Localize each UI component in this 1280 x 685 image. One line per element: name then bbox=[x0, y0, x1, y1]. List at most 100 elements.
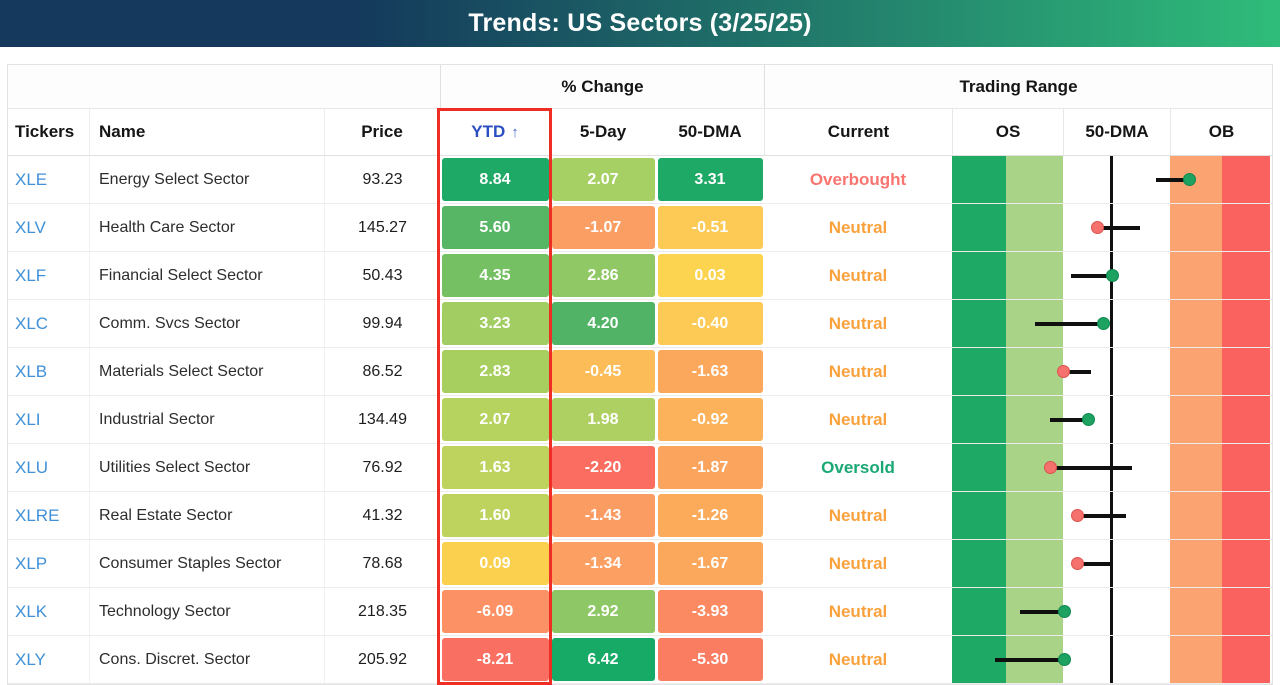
ytd-value: 1.63 bbox=[441, 446, 549, 489]
column-header-5day[interactable]: 5-Day bbox=[579, 122, 627, 141]
range-tail-line bbox=[995, 657, 1065, 662]
current-status: Neutral bbox=[828, 505, 888, 525]
range-tail-line bbox=[1071, 273, 1113, 278]
price-value: 218.35 bbox=[358, 602, 407, 620]
5day-value: 2.07 bbox=[551, 158, 655, 201]
ytd-value-cell: 1.63 bbox=[440, 444, 550, 491]
table-row: XLE Energy Select Sector 93.23 8.84 2.07 3.31… bbox=[8, 156, 1272, 204]
50dma-value-cell: 3.31 bbox=[656, 156, 764, 203]
trading-range-cell bbox=[952, 156, 1270, 203]
column-header-50dma[interactable]: 50-DMA bbox=[678, 122, 742, 141]
sectors-table: % Change Trading Range Tickers Name Pric… bbox=[7, 64, 1273, 685]
50dma-value-cell: -3.93 bbox=[656, 588, 764, 635]
ytd-value: -6.09 bbox=[441, 590, 549, 633]
sector-name: Industrial Sector bbox=[90, 396, 325, 443]
50dma-value: 3.31 bbox=[657, 158, 763, 201]
50dma-value: 0.03 bbox=[657, 254, 763, 297]
50dma-value-cell: -1.63 bbox=[656, 348, 764, 395]
column-header-os[interactable]: OS bbox=[952, 109, 1063, 155]
50dma-value-cell: -1.87 bbox=[656, 444, 764, 491]
sector-name: Health Care Sector bbox=[90, 204, 325, 251]
range-tail-line bbox=[1156, 177, 1190, 182]
range-50dma-midline bbox=[1110, 300, 1113, 347]
price-value: 50.43 bbox=[362, 266, 403, 284]
price-value: 86.52 bbox=[362, 362, 403, 380]
5day-value-cell: 2.07 bbox=[550, 156, 656, 203]
sector-name: Consumer Staples Sector bbox=[90, 540, 325, 587]
table-row: XLY Cons. Discret. Sector 205.92 -8.21 6.42-… bbox=[8, 636, 1272, 684]
column-header-price[interactable]: Price bbox=[325, 109, 440, 155]
ticker-link[interactable]: XLV bbox=[8, 204, 90, 251]
trading-range-cell bbox=[952, 252, 1270, 299]
price-value: 78.68 bbox=[362, 554, 403, 572]
ticker-link[interactable]: XLK bbox=[8, 588, 90, 635]
range-dot-green bbox=[1058, 605, 1072, 618]
5day-value-cell: -1.43 bbox=[550, 492, 656, 539]
column-header-row: Tickers Name Price YTD ↑ 5-Day 50-DMA Cu… bbox=[8, 109, 1272, 156]
group-header-trading-range: Trading Range bbox=[764, 65, 1272, 108]
sector-name: Comm. Svcs Sector bbox=[90, 300, 325, 347]
trading-range-cell bbox=[952, 300, 1270, 347]
range-dot-red bbox=[1071, 509, 1085, 522]
sector-name: Utilities Select Sector bbox=[90, 444, 325, 491]
5day-value: 2.86 bbox=[551, 254, 655, 297]
ytd-value: 3.23 bbox=[441, 302, 549, 345]
sector-name: Technology Sector bbox=[90, 588, 325, 635]
column-header-range-50dma[interactable]: 50-DMA bbox=[1063, 109, 1170, 155]
ticker-link[interactable]: XLC bbox=[8, 300, 90, 347]
50dma-value: -1.67 bbox=[657, 542, 763, 585]
column-header-ob[interactable]: OB bbox=[1170, 109, 1272, 155]
50dma-value-cell: -0.40 bbox=[656, 300, 764, 347]
page-title: Trends: US Sectors (3/25/25) bbox=[468, 9, 812, 37]
ytd-value: 8.84 bbox=[441, 158, 549, 201]
ticker-link[interactable]: XLY bbox=[8, 636, 90, 683]
price-value: 145.27 bbox=[358, 218, 407, 236]
ticker-link[interactable]: XLI bbox=[8, 396, 90, 443]
sector-name: Financial Select Sector bbox=[90, 252, 325, 299]
current-status: Overbought bbox=[809, 169, 907, 189]
range-dot-red bbox=[1090, 221, 1104, 234]
range-tail-line bbox=[1049, 417, 1089, 422]
range-dot-green bbox=[1105, 269, 1119, 282]
trading-range-cell bbox=[952, 588, 1270, 635]
price-value: 134.49 bbox=[358, 410, 407, 428]
column-header-ytd[interactable]: YTD ↑ bbox=[440, 109, 550, 155]
ytd-value: 4.35 bbox=[441, 254, 549, 297]
ytd-value-cell: 4.35 bbox=[440, 252, 550, 299]
column-header-current[interactable]: Current bbox=[764, 109, 952, 155]
5day-value-cell: -1.07 bbox=[550, 204, 656, 251]
current-status: Neutral bbox=[828, 217, 888, 237]
5day-value-cell: 6.42 bbox=[550, 636, 656, 683]
ticker-link[interactable]: XLRE bbox=[8, 492, 90, 539]
ytd-header-label: YTD bbox=[471, 122, 506, 141]
ticker-link[interactable]: XLP bbox=[8, 540, 90, 587]
trading-range-cell bbox=[952, 540, 1270, 587]
table-row: XLRE Real Estate Sector 41.32 1.60 -1.43 -1.2… bbox=[8, 492, 1272, 540]
current-status: Neutral bbox=[828, 361, 888, 381]
ticker-link[interactable]: XLF bbox=[8, 252, 90, 299]
50dma-value-cell: -1.67 bbox=[656, 540, 764, 587]
ytd-value: 2.07 bbox=[441, 398, 549, 441]
current-status: Oversold bbox=[821, 457, 895, 477]
ytd-value-cell: 2.83 bbox=[440, 348, 550, 395]
column-header-tickers[interactable]: Tickers bbox=[8, 109, 90, 155]
ticker-link[interactable]: XLU bbox=[8, 444, 90, 491]
ticker-link[interactable]: XLB bbox=[8, 348, 90, 395]
sector-name: Materials Select Sector bbox=[90, 348, 325, 395]
ticker-link[interactable]: XLE bbox=[8, 156, 90, 203]
current-status: Neutral bbox=[828, 409, 888, 429]
ytd-value: 2.83 bbox=[441, 350, 549, 393]
50dma-value-cell: -0.51 bbox=[656, 204, 764, 251]
current-status: Neutral bbox=[828, 313, 888, 333]
range-tail-line bbox=[1077, 561, 1112, 566]
50dma-value: -3.93 bbox=[657, 590, 763, 633]
50dma-value: -1.63 bbox=[657, 350, 763, 393]
50dma-value: -0.51 bbox=[657, 206, 763, 249]
current-status: Neutral bbox=[828, 553, 888, 573]
table-row: XLK Technology Sector 218.35 -6.09 2.92 -3.93… bbox=[8, 588, 1272, 636]
range-dot-green bbox=[1082, 413, 1096, 426]
5day-value-cell: -1.34 bbox=[550, 540, 656, 587]
5day-value-cell: -0.45 bbox=[550, 348, 656, 395]
range-dot-red bbox=[1043, 461, 1057, 474]
column-header-name[interactable]: Name bbox=[90, 109, 325, 155]
